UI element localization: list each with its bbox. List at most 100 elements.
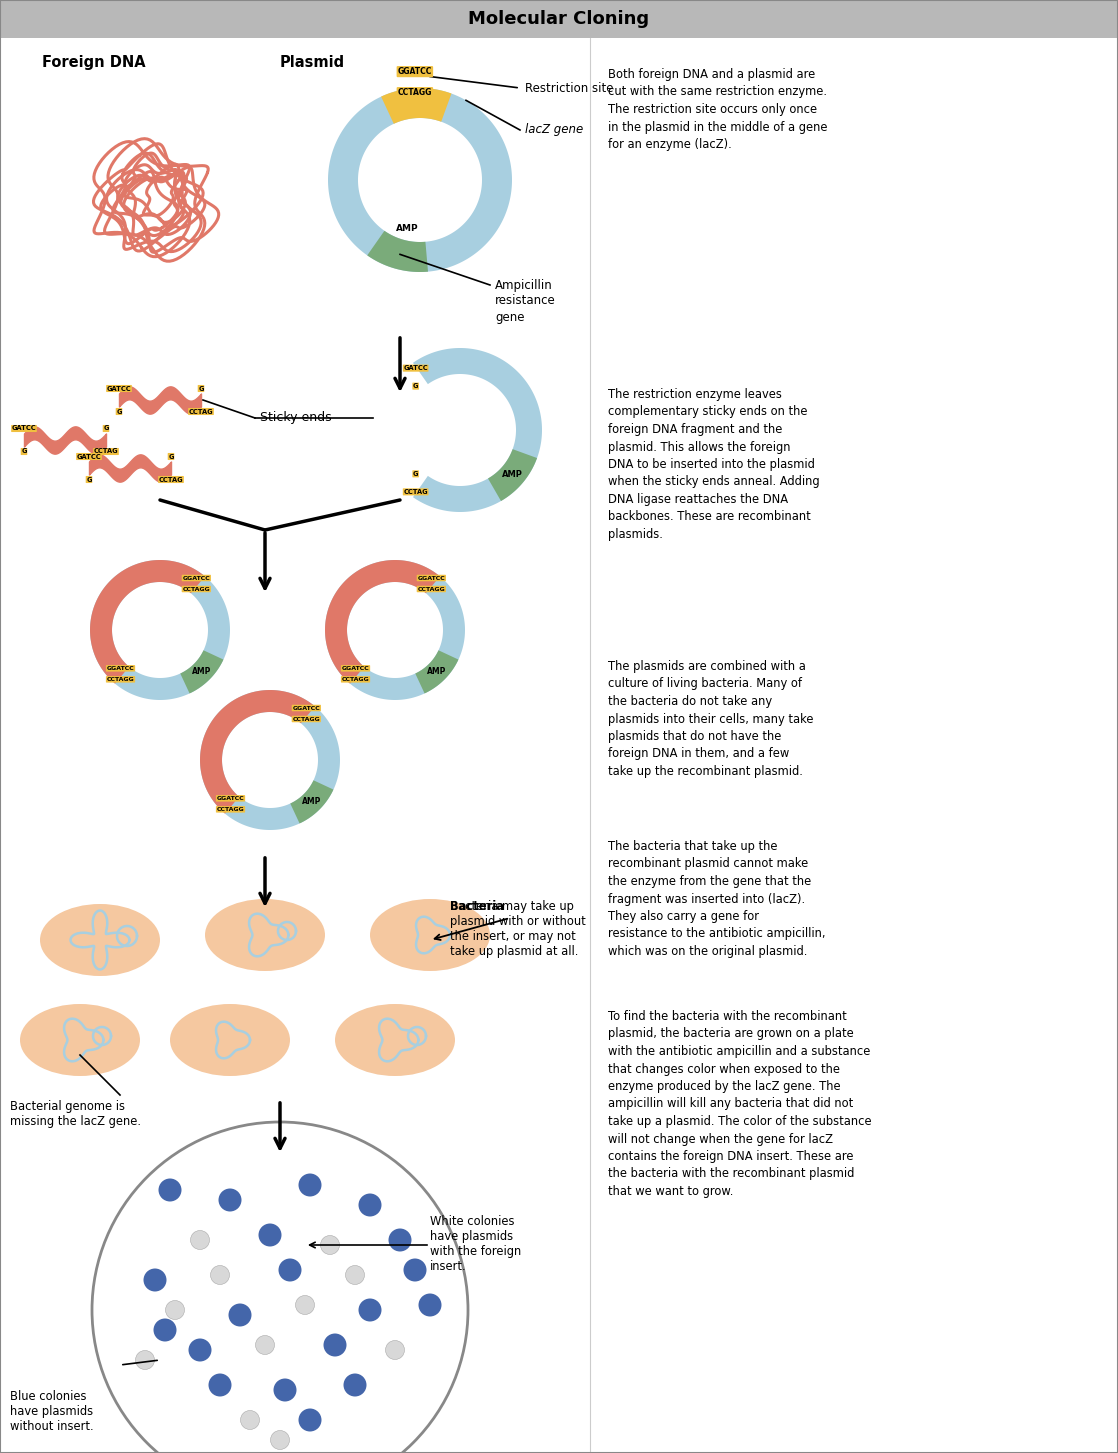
Polygon shape <box>415 651 458 693</box>
Text: The restriction enzyme leaves
complementary sticky ends on the
foreign DNA fragm: The restriction enzyme leaves complement… <box>608 388 819 541</box>
Polygon shape <box>200 690 340 830</box>
Text: GGATCC: GGATCC <box>217 796 245 801</box>
Circle shape <box>404 1258 426 1282</box>
Circle shape <box>388 1228 411 1251</box>
Circle shape <box>153 1318 177 1341</box>
Circle shape <box>386 1341 405 1360</box>
Bar <box>0 0 1118 38</box>
Circle shape <box>143 1268 167 1292</box>
Circle shape <box>92 1122 468 1453</box>
Circle shape <box>321 1235 340 1254</box>
Circle shape <box>258 1223 282 1247</box>
Polygon shape <box>291 780 333 824</box>
Text: CCTAGG: CCTAGG <box>106 677 134 681</box>
Text: Blue colonies
have plasmids
without insert.: Blue colonies have plasmids without inse… <box>10 1391 94 1433</box>
Circle shape <box>218 1189 241 1212</box>
Ellipse shape <box>205 899 325 971</box>
Circle shape <box>228 1303 252 1327</box>
Text: G: G <box>21 449 27 455</box>
Text: AMP: AMP <box>396 224 418 232</box>
Text: GATCC: GATCC <box>11 426 36 432</box>
Text: GGATCC: GGATCC <box>182 575 210 581</box>
Text: CCTAGG: CCTAGG <box>342 677 369 681</box>
Text: G: G <box>86 477 92 482</box>
Text: Bacteria: Bacteria <box>451 899 504 912</box>
Text: GGATCC: GGATCC <box>398 67 432 76</box>
Text: CCTAGG: CCTAGG <box>293 716 320 722</box>
Circle shape <box>165 1300 184 1319</box>
Text: Ampicillin: Ampicillin <box>495 279 552 292</box>
Text: Bacteria may take up
plasmid with or without
the insert, or may not
take up plas: Bacteria may take up plasmid with or wit… <box>451 899 586 958</box>
Text: GGATCC: GGATCC <box>342 665 369 671</box>
Text: Molecular Cloning: Molecular Cloning <box>468 10 650 28</box>
Text: AMP: AMP <box>302 798 321 806</box>
Circle shape <box>299 1408 322 1431</box>
Circle shape <box>240 1411 259 1430</box>
Polygon shape <box>325 559 465 700</box>
Text: GGATCC: GGATCC <box>293 706 320 711</box>
Text: Bacterial genome is
missing the lacZ gene.: Bacterial genome is missing the lacZ gen… <box>10 1100 141 1128</box>
Text: To find the bacteria with the recombinant
plasmid, the bacteria are grown on a p: To find the bacteria with the recombinan… <box>608 1010 872 1199</box>
Polygon shape <box>91 559 230 700</box>
Ellipse shape <box>170 1004 290 1077</box>
Text: CCTAGG: CCTAGG <box>182 587 210 591</box>
Text: Both foreign DNA and a plasmid are
cut with the same restriction enzyme.
The res: Both foreign DNA and a plasmid are cut w… <box>608 68 827 151</box>
Ellipse shape <box>40 904 160 976</box>
Text: gene: gene <box>495 311 524 324</box>
Circle shape <box>299 1174 322 1196</box>
Polygon shape <box>413 349 542 511</box>
Text: CCTAG: CCTAG <box>189 408 214 414</box>
Text: G: G <box>116 408 122 414</box>
Circle shape <box>418 1293 442 1316</box>
Text: resistance: resistance <box>495 295 556 308</box>
Text: Restriction site: Restriction site <box>525 81 614 94</box>
Polygon shape <box>367 231 428 272</box>
Circle shape <box>190 1231 209 1250</box>
Text: GATCC: GATCC <box>106 385 131 391</box>
Text: GATCC: GATCC <box>77 453 102 459</box>
Circle shape <box>208 1373 231 1396</box>
Text: G: G <box>198 385 203 391</box>
Text: CCTAG: CCTAG <box>159 477 183 482</box>
Text: AMP: AMP <box>192 667 211 676</box>
Polygon shape <box>200 690 315 814</box>
Text: The bacteria that take up the
recombinant plasmid cannot make
the enzyme from th: The bacteria that take up the recombinan… <box>608 840 825 958</box>
Text: GATCC: GATCC <box>404 365 428 371</box>
Text: Sticky ends: Sticky ends <box>260 411 332 424</box>
Text: CCTAG: CCTAG <box>94 449 119 455</box>
Text: G: G <box>413 384 418 389</box>
Text: G: G <box>103 426 108 432</box>
Polygon shape <box>381 89 452 124</box>
Text: GGATCC: GGATCC <box>106 665 134 671</box>
Circle shape <box>359 1299 381 1321</box>
Circle shape <box>210 1266 229 1284</box>
Text: The plasmids are combined with a
culture of living bacteria. Many of
the bacteri: The plasmids are combined with a culture… <box>608 660 814 777</box>
Circle shape <box>345 1266 364 1284</box>
Text: CCTAGG: CCTAGG <box>217 806 245 812</box>
Circle shape <box>343 1373 367 1396</box>
Polygon shape <box>487 449 537 501</box>
Circle shape <box>295 1296 314 1315</box>
Text: CCTAGG: CCTAGG <box>398 89 432 97</box>
Circle shape <box>256 1335 275 1354</box>
Ellipse shape <box>20 1004 140 1077</box>
Polygon shape <box>325 559 440 683</box>
Circle shape <box>359 1193 381 1216</box>
Polygon shape <box>91 559 205 683</box>
Text: CCTAGG: CCTAGG <box>417 587 445 591</box>
Polygon shape <box>328 89 512 272</box>
Text: GGATCC: GGATCC <box>417 575 445 581</box>
Circle shape <box>323 1334 347 1357</box>
Text: AMP: AMP <box>427 667 446 676</box>
Circle shape <box>274 1379 296 1402</box>
Text: Foreign DNA: Foreign DNA <box>42 55 145 70</box>
Circle shape <box>135 1350 154 1370</box>
Text: White colonies
have plasmids
with the foreign
insert.: White colonies have plasmids with the fo… <box>430 1215 521 1273</box>
Text: Plasmid: Plasmid <box>280 55 345 70</box>
Text: CCTAG: CCTAG <box>404 488 428 495</box>
Circle shape <box>159 1178 181 1202</box>
Text: AMP: AMP <box>502 469 523 479</box>
Circle shape <box>189 1338 211 1361</box>
Text: G: G <box>168 453 173 459</box>
Text: lacZ gene: lacZ gene <box>525 124 584 137</box>
